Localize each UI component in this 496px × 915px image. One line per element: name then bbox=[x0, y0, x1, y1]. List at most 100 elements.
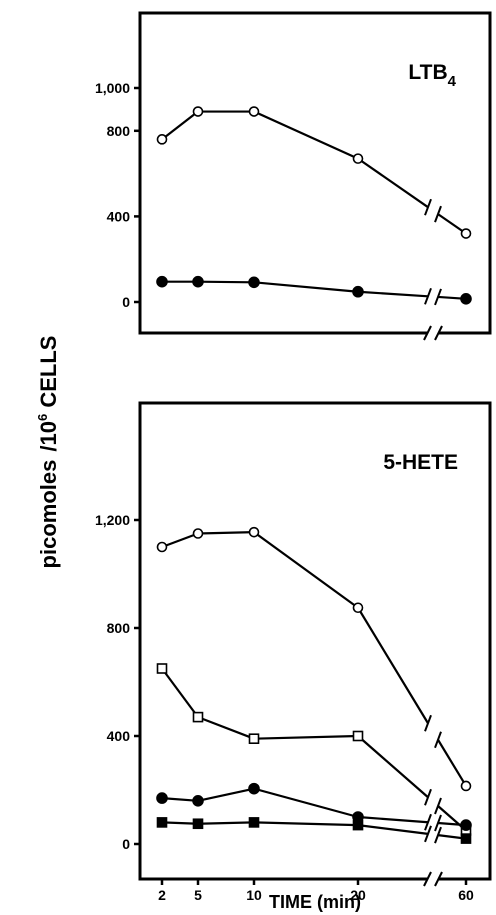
data-point-open-circle bbox=[156, 541, 168, 553]
data-point-filled-square bbox=[352, 819, 364, 831]
data-point-open-square bbox=[192, 711, 204, 723]
x-tick-label: 5 bbox=[194, 887, 202, 903]
y-tick-label: 400 bbox=[107, 728, 131, 744]
x-axis-break-gap bbox=[427, 330, 439, 336]
series-line-segment bbox=[357, 735, 429, 799]
series-line-segment bbox=[253, 734, 359, 740]
y-axis-title: picomoles/106 CELLS bbox=[35, 336, 61, 569]
axis-break-mark bbox=[424, 198, 432, 216]
ltb4-series-group bbox=[156, 106, 472, 341]
data-point-filled-circle bbox=[460, 819, 472, 831]
series-line-segment bbox=[253, 821, 359, 827]
x-axis-title: TIME (min) bbox=[269, 892, 361, 912]
data-point-filled-square bbox=[460, 833, 472, 844]
hete-panel-title: 5-HETE bbox=[383, 451, 458, 474]
x-tick-label: 20 bbox=[350, 887, 366, 903]
hete-panel: 5-HETE 0 400 800 1,200 2 5 10 20 60 bbox=[95, 401, 492, 903]
axis-break-mark bbox=[434, 814, 442, 832]
ltb4-panel: LTB4 0 400 800 1,000 bbox=[95, 11, 492, 341]
y-tick-label: 1,200 bbox=[95, 512, 130, 528]
series-open-square bbox=[156, 663, 472, 836]
series-line-segment bbox=[357, 824, 429, 835]
series-open-circle bbox=[156, 526, 472, 792]
series-line-segment bbox=[253, 787, 359, 819]
series-line-segment bbox=[197, 821, 255, 825]
data-point-open-circle bbox=[248, 106, 260, 117]
y-tick-label: 800 bbox=[107, 620, 131, 636]
axis-break-mark bbox=[434, 797, 442, 815]
series-line-segment bbox=[357, 607, 429, 724]
x-tick-label: 2 bbox=[158, 887, 166, 903]
axis-break-mark bbox=[424, 714, 432, 732]
ltb4-title-subscript: 4 bbox=[448, 73, 457, 90]
series-line-segment bbox=[253, 531, 359, 609]
x-axis-break-gap bbox=[427, 876, 439, 882]
axis-break-mark bbox=[434, 826, 442, 844]
data-point-open-square bbox=[352, 730, 364, 742]
series-filled-square bbox=[156, 817, 472, 844]
y-tick-label: 400 bbox=[107, 208, 131, 224]
y-axis-title-unit: /10 bbox=[36, 421, 61, 452]
ltb4-plot-frame bbox=[138, 11, 492, 335]
series-filled-circle bbox=[156, 275, 472, 306]
series-line-segment bbox=[357, 290, 429, 298]
series-line-segment bbox=[253, 110, 359, 160]
series-line-segment bbox=[161, 821, 199, 825]
y-tick-label: 800 bbox=[107, 123, 131, 139]
series-line-segment bbox=[357, 815, 429, 824]
data-point-filled-square bbox=[192, 818, 204, 830]
series-line-segment bbox=[197, 280, 255, 284]
y-tick-label: 0 bbox=[122, 294, 130, 310]
axis-break-mark bbox=[424, 825, 432, 843]
y-tick-label: 1,000 bbox=[95, 80, 130, 96]
axis-break-mark bbox=[424, 813, 432, 831]
series-line-segment bbox=[437, 739, 467, 787]
data-point-filled-circle bbox=[352, 285, 364, 298]
series-line-segment bbox=[357, 157, 429, 209]
axis-break-mark bbox=[424, 788, 432, 806]
hete-y-ticks: 0 400 800 1,200 bbox=[95, 512, 140, 852]
y-axis-title-main: picomoles bbox=[36, 460, 61, 569]
y-axis-title-tail: CELLS bbox=[36, 336, 61, 414]
data-point-open-circle bbox=[460, 228, 472, 239]
data-point-open-circle bbox=[248, 526, 260, 538]
ltb4-title-main: LTB bbox=[408, 61, 447, 84]
data-point-filled-circle bbox=[460, 292, 472, 305]
series-line-segment bbox=[161, 532, 199, 549]
data-point-open-circle bbox=[352, 602, 364, 614]
axis-break-mark bbox=[424, 287, 432, 305]
data-point-filled-square bbox=[156, 817, 168, 828]
hete-plot-frame bbox=[138, 401, 492, 881]
axis-break-mark bbox=[434, 205, 442, 223]
axis-break-mark bbox=[434, 731, 442, 749]
series-line-segment bbox=[437, 213, 467, 235]
data-point-filled-square bbox=[248, 817, 260, 828]
series-line-segment bbox=[197, 531, 255, 535]
data-point-open-circle bbox=[156, 134, 168, 145]
ltb4-panel-title: LTB4 bbox=[408, 61, 456, 90]
ltb4-y-ticks: 0 400 800 1,000 bbox=[95, 80, 140, 310]
x-tick-label: 60 bbox=[458, 887, 474, 903]
series-line-segment bbox=[197, 787, 255, 802]
data-point-open-square bbox=[156, 663, 168, 674]
series-line-segment bbox=[161, 797, 199, 802]
y-axis-title-exponent: 6 bbox=[35, 414, 50, 421]
data-point-open-circle bbox=[460, 780, 472, 792]
data-point-open-circle bbox=[352, 153, 364, 164]
data-point-filled-circle bbox=[192, 794, 204, 807]
series-filled-circle bbox=[156, 782, 472, 832]
series-line-segment bbox=[197, 716, 255, 740]
y-tick-label: 0 bbox=[122, 836, 130, 852]
data-point-open-square bbox=[248, 733, 260, 745]
x-tick-label: 10 bbox=[246, 887, 262, 903]
series-open-circle bbox=[156, 106, 472, 239]
axis-break-mark bbox=[434, 288, 442, 306]
series-line-segment bbox=[253, 281, 359, 293]
x-axis-break-mark bbox=[434, 325, 443, 341]
data-point-filled-circle bbox=[156, 792, 168, 804]
series-line-segment bbox=[161, 667, 199, 718]
data-point-filled-circle bbox=[248, 782, 260, 795]
x-axis-break-mark bbox=[423, 325, 432, 341]
data-point-filled-circle bbox=[156, 275, 168, 288]
